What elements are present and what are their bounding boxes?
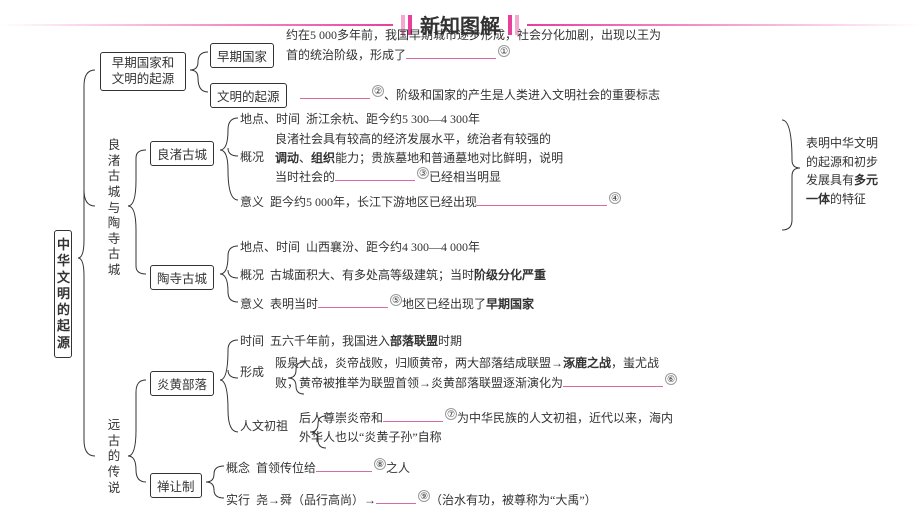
sup-1: ① [498, 45, 510, 57]
lz-row3: 意义 距今约5 000年，长江下游地区已经出现④ [240, 192, 621, 212]
diagram-content: 中华文明的起源 早期国家和文明的起源 早期国家 约在5 000多年前，我国早期城… [0, 30, 920, 518]
yh-row3: 人文初祖 后人尊崇炎帝和⑦为中华民族的人文初祖，近代以来，海内 外华人也以“炎黄… [240, 408, 880, 446]
sec1-label-text: 早期国家和文明的起源 [107, 55, 179, 88]
blank-1 [406, 46, 496, 59]
sup-9: ⑨ [418, 490, 430, 502]
node-liangzhu: 良渚古城 [150, 141, 214, 166]
node-yanhuang: 炎黄部落 [150, 371, 214, 396]
sup-8: ⑧ [374, 458, 386, 470]
lz-row2: 概况 良渚社会具有较高的经济发展水平，统治者有较强的 调动、组织能力；贵族墓地和… [240, 130, 780, 187]
blank-8 [316, 459, 372, 472]
sup-5: ⑤ [390, 294, 402, 306]
lz-row1: 地点、时间 浙江余杭、距今约5 300—4 300年 [240, 110, 480, 129]
blank-4 [477, 193, 607, 206]
yh-row1: 时间 五六千年前，我国进入部落联盟时期 [240, 332, 462, 351]
sup-4: ④ [609, 192, 621, 204]
text-early-state: 约在5 000多年前，我国早期城市逐步形成，社会分化加剧，出现以王为 首的统治阶… [286, 26, 846, 64]
blank-7 [383, 409, 443, 422]
blank-6 [563, 374, 663, 387]
sec2-label: 良渚古城与陶寺古城 [106, 138, 122, 279]
root-label: 中华文明的起源 [54, 230, 72, 358]
sr-row2: 实行 尧→舜（品行高尚）→⑨（治水有功，被尊称为“大禹”） [226, 490, 597, 510]
node-civil-origin: 文明的起源 [210, 83, 287, 108]
sr-row1: 概念 首领传位给⑧之人 [226, 458, 410, 478]
node-early-state: 早期国家 [210, 43, 274, 68]
sup-6: ⑥ [665, 373, 677, 385]
node-shanrang: 禅让制 [150, 473, 202, 498]
ts-row1: 地点、时间 山西襄汾、距今约4 300—4 000年 [240, 238, 480, 257]
sec1-label: 早期国家和文明的起源 [100, 52, 186, 91]
ts-row2: 概况 古城面积大、有多处高等级建筑；当时阶级分化严重 [240, 266, 546, 285]
text-civil-origin: ②、阶级和国家的产生是人类进入文明社会的重要标志 [300, 85, 660, 105]
blank-2 [300, 86, 370, 99]
side-note: 表明中华文明 的起源和初步 发展具有多元 一体的特征 [806, 134, 906, 208]
blank-3 [335, 168, 415, 181]
yh-row2: 形成 阪泉大战，炎帝战败，归顺黄帝，两大部落结成联盟→涿鹿之战，蚩尤战 败，黄帝… [240, 354, 880, 392]
sup-2: ② [372, 85, 384, 97]
blank-9 [376, 491, 416, 504]
ts-row3: 意义 表明当时⑤地区已经出现了早期国家 [240, 294, 534, 314]
sup-3: ③ [417, 167, 429, 179]
sup-7: ⑦ [445, 408, 457, 420]
sec3-label: 远古的传说 [106, 418, 122, 496]
blank-5 [318, 295, 388, 308]
node-taosi: 陶寺古城 [150, 265, 214, 290]
